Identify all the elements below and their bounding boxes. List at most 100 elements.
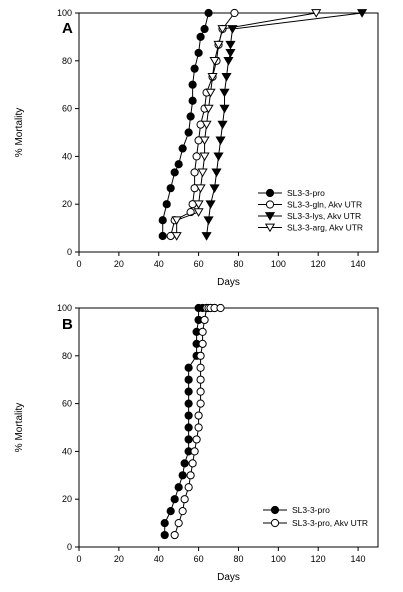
data-point — [265, 188, 275, 198]
data-point — [184, 399, 193, 408]
data-point — [192, 435, 201, 444]
data-point — [211, 168, 222, 178]
data-point — [160, 530, 169, 540]
data-point — [180, 495, 189, 504]
data-point — [190, 64, 199, 73]
data-point — [230, 8, 239, 18]
data-point — [196, 363, 205, 372]
y-tick-label: 40 — [62, 446, 72, 456]
data-point — [203, 104, 214, 114]
series-2 — [170, 303, 225, 540]
x-tick-label: 80 — [233, 259, 243, 269]
data-point — [209, 184, 220, 193]
data-point — [180, 459, 189, 468]
data-point — [178, 507, 187, 516]
data-point — [170, 530, 179, 540]
x-tick-label: 40 — [154, 259, 164, 269]
y-axis-label: % Mortality — [14, 108, 25, 157]
legend-label: SL3-3-pro — [292, 505, 330, 515]
x-tick-label: 100 — [271, 554, 286, 564]
data-point — [184, 375, 193, 384]
x-tick-label: 0 — [76, 259, 81, 269]
data-point — [166, 184, 175, 193]
data-point — [209, 56, 220, 66]
y-tick-label: 80 — [62, 56, 72, 66]
data-point — [201, 120, 212, 130]
data-point — [217, 25, 228, 34]
data-point — [356, 9, 368, 18]
data-point — [201, 232, 212, 241]
legend-label: SL3-3-gln, Akv UTR — [287, 200, 362, 210]
data-point — [192, 152, 201, 161]
legend-label: SL3-3-pro — [287, 188, 325, 198]
data-point — [198, 339, 207, 348]
data-point — [194, 48, 203, 58]
data-point — [216, 303, 225, 313]
data-point — [186, 471, 195, 480]
data-point — [184, 483, 193, 492]
data-point — [204, 8, 213, 18]
data-point — [219, 88, 230, 98]
x-tick-label: 120 — [311, 259, 326, 269]
data-point — [194, 411, 203, 420]
data-point — [188, 459, 197, 468]
data-point — [188, 80, 197, 89]
data-point — [174, 160, 183, 169]
data-point — [200, 24, 209, 34]
x-tick-label: 60 — [194, 554, 204, 564]
y-tick-label: 20 — [62, 199, 72, 209]
data-point — [190, 168, 199, 177]
data-point — [174, 519, 183, 528]
data-point — [270, 518, 280, 528]
data-point — [311, 9, 322, 18]
y-tick-label: 20 — [62, 494, 72, 504]
data-point — [184, 387, 193, 396]
panel-letter: B — [62, 316, 73, 333]
data-point — [213, 40, 224, 50]
data-point — [170, 495, 179, 504]
data-point — [264, 223, 276, 233]
data-point — [170, 168, 179, 177]
x-tick-label: 80 — [233, 554, 243, 564]
data-point — [205, 200, 216, 209]
data-point — [193, 200, 204, 209]
x-tick-label: 140 — [351, 554, 366, 564]
data-point — [178, 144, 187, 153]
data-point — [158, 231, 167, 241]
panel-a: 0 20 40 60 80 100 120 140 0 20 40 60 80 100 Days % Mort… — [14, 8, 379, 288]
y-tick-label: 60 — [62, 104, 72, 114]
data-point — [223, 56, 234, 66]
y-tick-label: 40 — [62, 151, 72, 161]
x-tick-label: 20 — [114, 259, 124, 269]
data-point — [215, 136, 226, 146]
data-point — [171, 216, 182, 225]
legend-label: SL3-3-lys, Akv UTR — [287, 211, 361, 221]
data-point — [217, 120, 228, 130]
data-point — [213, 152, 224, 162]
data-point — [196, 387, 205, 396]
data-point — [196, 399, 205, 408]
data-point — [184, 411, 193, 420]
data-point — [184, 423, 193, 432]
data-point — [197, 168, 208, 178]
y-axis-label: % Mortality — [14, 403, 25, 452]
data-point — [199, 152, 210, 162]
x-tick-label: 60 — [194, 259, 204, 269]
data-point — [184, 363, 193, 372]
series-line — [162, 12, 210, 236]
series-1 — [160, 303, 219, 540]
data-point — [178, 471, 187, 480]
series-1 — [158, 8, 213, 241]
data-point — [205, 88, 216, 98]
data-point — [221, 72, 232, 82]
series-3 — [201, 9, 368, 241]
data-point — [199, 136, 210, 146]
data-point — [225, 49, 236, 58]
x-tick-label: 20 — [114, 554, 124, 564]
x-tick-label: 0 — [76, 554, 81, 564]
data-point — [270, 505, 280, 515]
panel-b: 0 20 40 60 80 100 120 140 0 20 40 60 80 100 Days % Mort… — [14, 303, 379, 583]
data-point — [200, 315, 209, 325]
